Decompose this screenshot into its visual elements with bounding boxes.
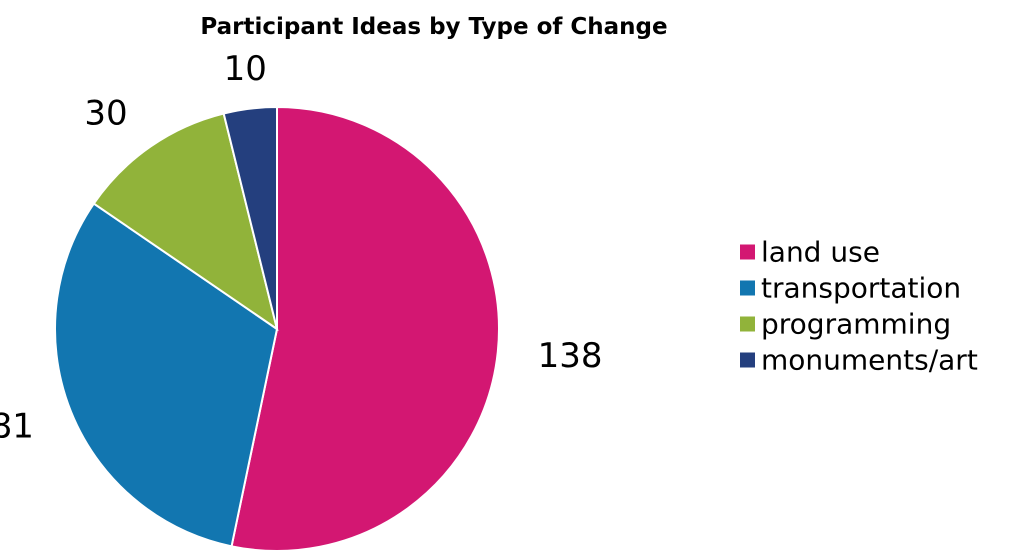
legend-label-transportation: transportation (761, 272, 961, 305)
data-labels: 138 81 30 10 (0, 49, 603, 447)
data-label-transportation: 81 (0, 407, 34, 447)
legend: land usetransportationprogrammingmonumen… (740, 236, 978, 377)
pie-slice-programming (92, 112, 279, 332)
data-label-land-use: 138 (538, 336, 603, 376)
legend-label-programming: programming (761, 308, 951, 341)
legend-swatch-programming (740, 316, 755, 332)
legend-item-transportation: transportation (740, 272, 961, 305)
legend-swatch-monuments-art (740, 352, 755, 368)
data-label-monuments-art: 10 (224, 49, 267, 89)
legend-item-programming: programming (740, 308, 951, 341)
pie-slice-monuments-art (222, 105, 278, 330)
legend-swatch-transportation (740, 280, 755, 296)
pie-slice-transportation (53, 202, 279, 548)
pie-slice-land-use (230, 105, 500, 552)
legend-swatch-land-use (740, 244, 755, 260)
legend-item-land-use: land use (740, 236, 880, 269)
pie-slices (53, 105, 500, 552)
legend-label-land-use: land use (761, 236, 880, 269)
data-label-programming: 30 (84, 94, 127, 134)
legend-item-monuments-art: monuments/art (740, 344, 978, 377)
legend-label-monuments-art: monuments/art (761, 344, 978, 377)
chart-title: Participant Ideas by Type of Change (200, 14, 667, 40)
